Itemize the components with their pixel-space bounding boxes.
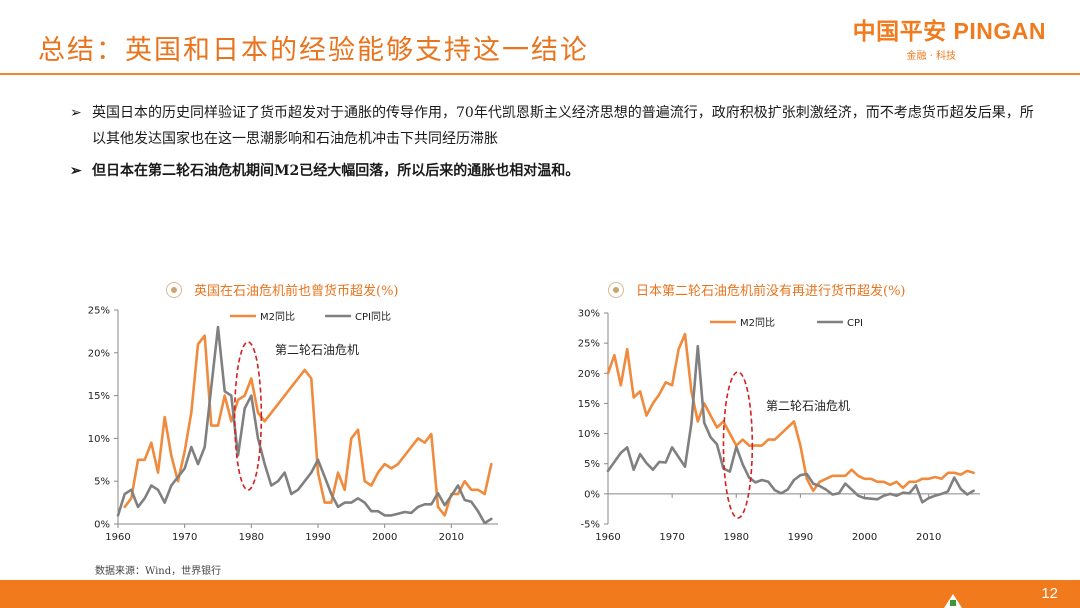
x-tick-label: 1980 (239, 532, 264, 543)
y-tick-label: 10% (88, 434, 110, 445)
m2-series-line (606, 332, 975, 493)
y-tick-label: 25% (88, 306, 110, 317)
title-bullet-icon (166, 282, 182, 298)
x-tick-label: 1970 (172, 532, 197, 543)
y-tick-label: 20% (88, 348, 110, 359)
y-tick-label: -5% (581, 520, 600, 531)
x-tick-label: 1970 (659, 532, 684, 543)
chart-title-text: 英国在石油危机前也曾货币超发(%) (194, 284, 399, 299)
page-number: 12 (1041, 585, 1058, 602)
y-tick-label: 0% (584, 489, 600, 500)
x-tick-label: 2010 (916, 532, 941, 543)
y-tick-label: 25% (578, 339, 600, 350)
x-tick-label: 1980 (724, 532, 749, 543)
x-tick-label: 2000 (852, 532, 877, 543)
bullet-item-2: ➢ 但日本在第二轮石油危机期间M2已经大幅回落，所以后来的通胀也相对温和。 (70, 158, 1040, 184)
y-tick-label: 30% (578, 309, 600, 320)
y-tick-label: 20% (578, 369, 600, 380)
oil-crisis-highlight-ellipse (722, 371, 754, 519)
y-tick-label: 0% (94, 520, 110, 531)
chart-title-japan: 日本第二轮石油危机前没有再进行货币超发(%) (608, 280, 906, 299)
pingan-tree-icon (944, 594, 962, 608)
oil-crisis-highlight-ellipse (233, 341, 263, 491)
logo-subtitle: 金融 · 科技 (906, 51, 956, 62)
arrow-bullet-icon: ➢ (70, 105, 82, 121)
chart-title-text: 日本第二轮石油危机前没有再进行货币超发(%) (636, 284, 906, 299)
cpi-series-line (606, 344, 975, 504)
chart-annotation: 第二轮石油危机 (766, 399, 850, 413)
bullet-text: 英国日本的历史同样验证了货币超发对于通胀的传导作用，70年代凯恩斯主义经济思想的… (92, 105, 1034, 147)
chart-annotation: 第二轮石油危机 (275, 343, 359, 357)
y-tick-label: 15% (578, 399, 600, 410)
chart-title-uk: 英国在石油危机前也曾货币超发(%) (166, 280, 399, 299)
y-tick-label: 10% (578, 429, 600, 440)
cpi-series-line (116, 325, 493, 525)
page-title: 总结：英国和日本的经验能够支持这一结论 (38, 35, 589, 66)
x-tick-label: 1990 (305, 532, 330, 543)
y-tick-label: 15% (88, 391, 110, 402)
bullet-list: ➢ 英国日本的历史同样验证了货币超发对于通胀的传导作用，70年代凯恩斯主义经济思… (70, 100, 1040, 190)
title-divider (0, 73, 1080, 75)
pingan-logo: 中国平安 PINGAN 金融 · 科技 (846, 12, 1046, 62)
m2-series-line (123, 334, 493, 517)
arrow-bullet-icon: ➢ (70, 163, 82, 179)
x-tick-label: 2010 (439, 532, 464, 543)
title-bullet-icon (608, 282, 624, 298)
x-tick-label: 1990 (788, 532, 813, 543)
footer-bar (0, 580, 1080, 608)
bullet-text: 但日本在第二轮石油危机期间M2已经大幅回落，所以后来的通胀也相对温和。 (92, 163, 580, 179)
x-tick-label: 1960 (105, 532, 130, 543)
legend-label: CPI (847, 318, 863, 329)
legend-label: M2同比 (740, 317, 775, 329)
legend-label: M2同比 (260, 311, 295, 323)
data-source: 数据来源：Wind，世界银行 (95, 566, 222, 577)
legend-label: CPI同比 (355, 311, 391, 323)
y-tick-label: 5% (94, 477, 110, 488)
x-tick-label: 2000 (372, 532, 397, 543)
x-tick-label: 1960 (595, 532, 620, 543)
y-tick-label: 5% (584, 459, 600, 470)
bullet-item-1: ➢ 英国日本的历史同样验证了货币超发对于通胀的传导作用，70年代凯恩斯主义经济思… (70, 100, 1040, 152)
logo-text: 中国平安 PINGAN (852, 18, 1046, 44)
